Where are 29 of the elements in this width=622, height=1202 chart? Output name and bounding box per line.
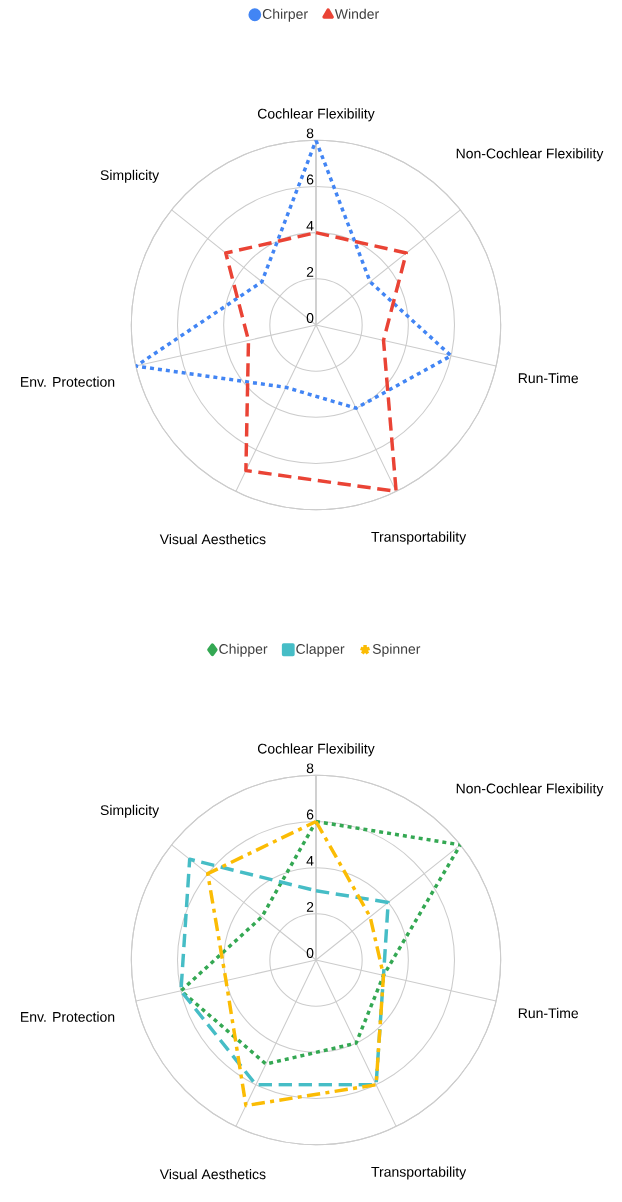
y-tick-label: 6	[306, 809, 314, 820]
y-tick-label: 8	[306, 763, 314, 774]
spoke-label: Non-Cochlear Flexibility	[456, 783, 604, 797]
y-tick-label: 2	[306, 902, 314, 912]
spoke-label: Non-Cochlear Flexibility	[456, 148, 604, 162]
y-tick-label: 4	[306, 220, 314, 231]
y-tick-label: 4	[306, 856, 314, 866]
spoke-label: Cochlear Flexibility	[257, 108, 375, 122]
spoke-label: Visual Aesthetics	[159, 533, 266, 545]
legend-label: Winder	[334, 8, 379, 19]
y-tick-label: 0	[306, 313, 314, 323]
y-tick-label: 0	[306, 948, 314, 958]
y-tick-label: 2	[306, 267, 314, 277]
spoke-label: Simplicity	[100, 804, 160, 818]
spoke-label: Env. Protection	[21, 1011, 115, 1022]
spoke-label: Run-Time	[518, 1007, 578, 1019]
legend-label: Chirper	[262, 8, 308, 22]
y-tick-label: 6	[306, 174, 314, 185]
legend-label: Chipper	[219, 643, 268, 657]
spoke-label: Cochlear Flexibility	[257, 743, 375, 757]
y-tick-label: 8	[306, 128, 314, 139]
spoke-label: Transportability	[371, 1166, 467, 1180]
spoke-label: Run-Time	[518, 372, 578, 384]
spoke-label: Visual Aesthetics	[159, 1168, 266, 1180]
legend-label: Spinner	[372, 643, 421, 657]
spoke-label: Env. Protection	[21, 376, 115, 387]
legend-label: Clapper	[296, 643, 345, 657]
spoke-label: Transportability	[371, 531, 467, 545]
spoke-label: Simplicity	[100, 169, 160, 183]
